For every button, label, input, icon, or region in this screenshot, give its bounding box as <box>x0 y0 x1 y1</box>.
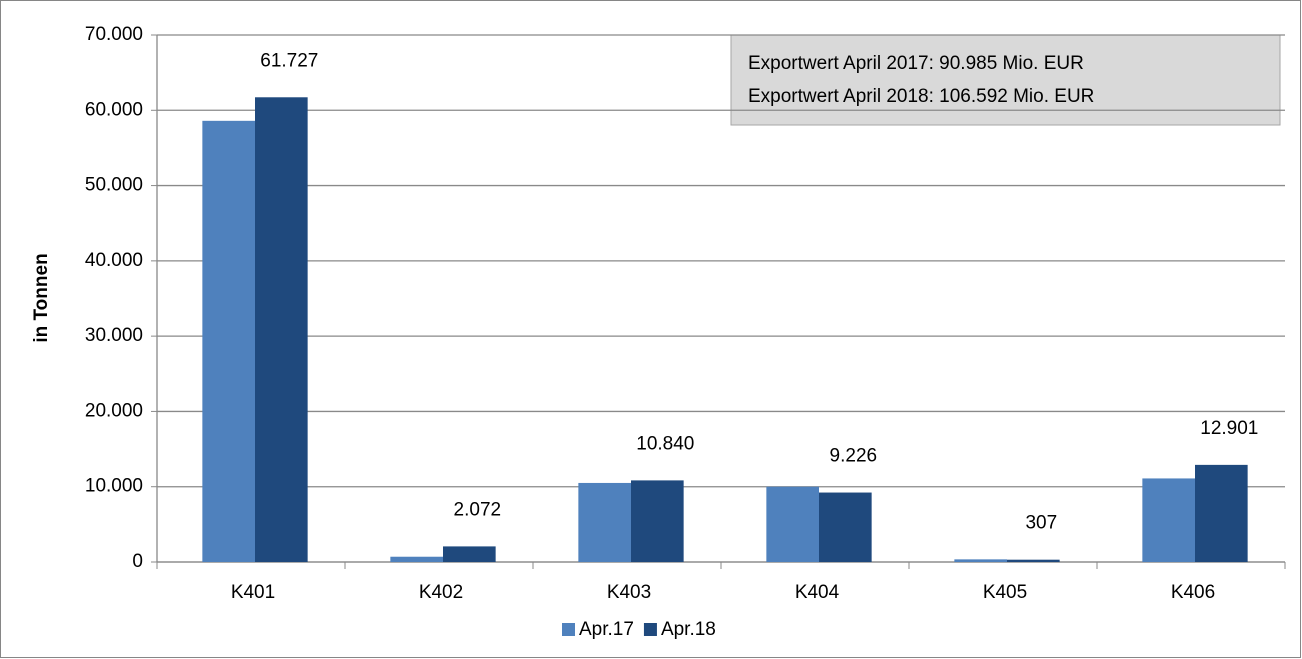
legend-label: Apr.18 <box>661 619 716 640</box>
legend-label: Apr.17 <box>579 619 634 640</box>
bar <box>1142 478 1195 562</box>
bar <box>1007 559 1060 562</box>
data-label: 12.901 <box>1200 418 1258 439</box>
data-label: 2.072 <box>454 499 502 520</box>
y-tick-label: 70.000 <box>85 24 143 45</box>
y-axis-label: in Tonnen <box>31 253 52 342</box>
x-tick-label: K402 <box>419 582 463 603</box>
data-label: 10.840 <box>636 433 694 454</box>
data-label: 9.226 <box>830 446 878 467</box>
bar <box>255 97 308 562</box>
x-tick-label: K403 <box>607 582 651 603</box>
x-tick-label: K406 <box>1171 582 1215 603</box>
bar <box>819 492 872 562</box>
y-tick-label: 20.000 <box>85 400 143 421</box>
bar <box>1195 464 1248 562</box>
bar <box>766 486 819 562</box>
legend-swatch <box>643 623 657 636</box>
annotation: Exportwert April 2018: 106.592 Mio. EUR <box>748 86 1094 107</box>
x-tick-label: K405 <box>983 582 1027 603</box>
x-tick-label: K404 <box>795 582 840 603</box>
x-tick-label: K401 <box>231 582 275 603</box>
data-label: 307 <box>1025 513 1057 534</box>
bar <box>954 559 1007 562</box>
y-tick-label: 60.000 <box>85 99 143 120</box>
legend-swatch <box>562 623 575 636</box>
y-tick-label: 10.000 <box>85 476 143 497</box>
annotation-box <box>730 34 1281 126</box>
y-tick-label: 50.000 <box>85 175 143 196</box>
bar <box>202 120 255 562</box>
y-tick-label: 40.000 <box>85 250 143 271</box>
y-tick-label: 0 <box>132 551 143 572</box>
y-tick-label: 30.000 <box>85 325 143 346</box>
data-label: 61.727 <box>260 50 318 71</box>
bar <box>631 480 684 562</box>
bar <box>578 482 631 562</box>
annotation: Exportwert April 2017: 90.985 Mio. EUR <box>748 53 1084 74</box>
bar <box>390 556 443 562</box>
bar <box>443 546 496 562</box>
